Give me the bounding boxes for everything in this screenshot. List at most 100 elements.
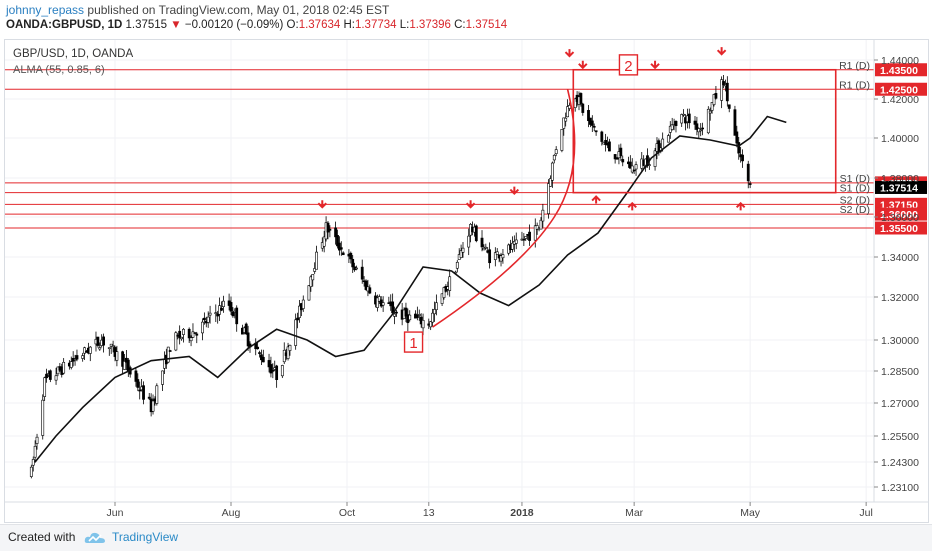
candle-body [178,330,182,339]
y-tick-label: 1.25500 [881,431,919,443]
candle-body [408,314,412,321]
candle-body [322,236,326,247]
chart-title: GBP/USD, 1D, OANDA [13,48,133,60]
candle-body [737,142,741,154]
candle-body [102,336,105,346]
candle-body [360,266,364,280]
candle-body [693,120,697,125]
y-tick-label: 1.40000 [881,133,919,145]
candle-body [550,162,554,181]
candle-body [448,276,452,291]
y-tick-label: 1.24300 [881,457,919,469]
candle-body [459,250,463,258]
candle-body [147,396,151,399]
y-tick-label: 1.44000 [881,55,919,67]
candle-body [431,312,434,323]
tradingview-brand[interactable]: TradingView [112,530,179,544]
close-label: C: [454,19,466,31]
low-value: 1.37396 [409,19,451,31]
indicator-label: ALMA (55, 0.85, 6) [13,64,105,76]
pivot-price-label: 1.43500 [880,65,918,77]
created-with-text: Created with [8,530,76,544]
candle-body [680,114,684,124]
candle-body [600,131,604,142]
arrow-down-icon [650,60,660,70]
high-value: 1.37734 [354,19,397,31]
candle-body [75,355,79,360]
x-tick-label: Jun [107,507,124,519]
candle-body [107,347,111,349]
candle-body [121,351,125,367]
candle-body [83,347,86,354]
ohlc-line: OANDA:GBPUSD, 1D 1.37515 ▼ −0.00120 (−0.… [6,19,507,31]
candle-body [568,105,571,109]
candle-body [189,337,193,342]
candle-body [455,261,459,269]
candle-body [45,373,48,379]
author-link[interactable]: johnny_repass [6,3,85,17]
candle-body [202,317,206,321]
range-box [572,68,837,194]
candle-body [720,79,724,101]
symbol-label: OANDA:GBPUSD, 1D [6,19,123,31]
candle-body [280,365,284,377]
candle-body [404,307,408,317]
candle-body [514,239,518,244]
candle-body [275,365,279,380]
arrow-up-icon [591,195,601,204]
candle-body [351,258,355,268]
low-label: L: [399,19,410,31]
pivot-level-name: R1 (D) [839,79,870,91]
arrow-down-icon [509,186,520,196]
candle-body [339,247,343,250]
last-price: 1.37515 [125,19,168,31]
arrow-down-icon [317,200,327,209]
candle-body [349,252,353,260]
candle-body [286,346,290,359]
candle-body [142,385,145,400]
candle-body [229,302,233,312]
candle-body [488,249,492,264]
candle-body [442,287,446,298]
candle-body [206,316,210,323]
candle-body [220,307,223,311]
candle-body [682,113,685,116]
candle-body [208,312,212,316]
candle-body [541,209,545,222]
candle-body [748,183,752,185]
candle-body [328,228,332,231]
candle-body [187,328,191,339]
candle-body [725,82,729,102]
candle-body [634,164,638,170]
candle-body [201,321,204,334]
candle-body [587,110,590,122]
candle-body [699,129,703,132]
annotation-label: 2 [624,58,632,75]
candle-body [554,149,558,154]
candle-body [81,355,85,359]
candle-body [592,125,596,128]
candle-body [619,147,623,157]
candle-body [214,312,218,314]
candle-body [547,183,550,214]
candle-body [29,466,33,477]
open-label: O: [286,19,299,31]
candle-body [511,242,514,250]
candle-body [440,293,444,304]
candle-body [298,305,301,318]
candle-body [708,110,712,114]
x-tick-label: 2018 [510,507,534,519]
tradingview-cloud-icon[interactable] [84,531,106,545]
pivot-level-name: S2 (D) [840,194,870,206]
candle-body [621,159,625,163]
candle-body [377,296,381,302]
y-tick-label: 1.28500 [881,366,919,378]
close-value: 1.37514 [465,19,508,31]
pivot-level-name: S1 (D) [840,173,870,185]
candle-body [174,332,178,351]
candle-body [421,320,425,329]
candle-body [666,135,670,143]
candle-body [549,178,552,187]
